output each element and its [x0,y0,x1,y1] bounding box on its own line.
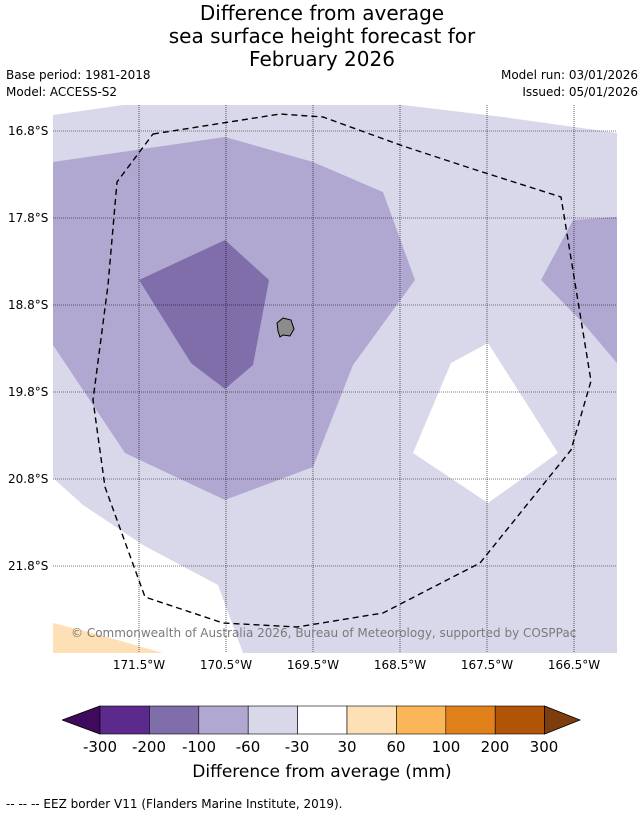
colorbar-tick: 30 [337,738,357,756]
lon-label: 166.5°W [547,658,601,672]
colorbar-tick: 100 [431,738,461,756]
lon-label: 168.5°W [373,658,427,672]
colorbar-segment [396,705,447,735]
lat-label: 16.8°S [8,124,49,138]
colorbar-tick: 200 [480,738,510,756]
colorbar-tick: -100 [181,738,217,756]
colorbar-segment [149,705,200,735]
colorbar-tick: -30 [284,738,310,756]
title-line-3: February 2026 [249,47,395,71]
neutral-region-northeast [403,105,617,133]
colorbar-extend-min [62,705,101,735]
neutral-region-east [413,343,558,503]
colorbar-tick: -300 [82,738,118,756]
colorbar-segment [198,705,249,735]
lon-label: 169.5°W [286,658,340,672]
lon-label: 171.5°W [112,658,166,672]
colorbar-segment [247,705,298,735]
eez-border [92,113,592,628]
colorbar-segment [346,705,397,735]
base-period: Base period: 1981-2018 [6,68,151,82]
colorbar-segment [99,705,150,735]
island-niue [276,317,295,338]
colorbar-segment [494,705,545,735]
colorbar-tick: -200 [131,738,167,756]
lon-label: 167.5°W [460,658,514,672]
colorbar-segment [297,705,348,735]
neutral-region-southwest [53,478,243,653]
sea-level-map: © Commonwealth of Australia 2026, Bureau… [53,105,617,653]
colorbar-label: Difference from average (mm) [192,762,452,782]
lon-label: 170.5°W [199,658,253,672]
strong-negative-anomaly-region [139,240,269,389]
issued-date: Issued: 05/01/2026 [522,85,638,99]
negative-anomaly-region-east [541,217,617,363]
lat-label: 21.8°S [8,559,49,573]
neutral-region-northwest [53,105,123,115]
longitude-gridlines [138,105,575,653]
title-line-2: sea surface height forecast for [168,24,476,48]
lat-label: 20.8°S [8,472,49,486]
model-name: Model: ACCESS-S2 [6,85,118,99]
positive-anomaly-region [53,623,163,653]
eez-footnote: -- -- -- EEZ border V11 (Flanders Marine… [6,797,343,811]
latitude-gridlines [53,130,617,567]
colorbar-tick: 60 [386,738,406,756]
lat-label: 17.8°S [8,211,49,225]
lat-label: 18.8°S [8,298,49,312]
model-run: Model run: 03/01/2026 [500,68,638,82]
colorbar-extend-max [544,705,582,735]
copyright-notice: © Commonwealth of Australia 2026, Bureau… [71,626,576,640]
lat-label: 19.8°S [8,385,49,399]
colorbar-tick: 300 [529,738,559,756]
colorbar [62,705,582,735]
colorbar-tick: -60 [235,738,261,756]
colorbar-segment [445,705,496,735]
title-line-1: Difference from average [199,1,445,25]
